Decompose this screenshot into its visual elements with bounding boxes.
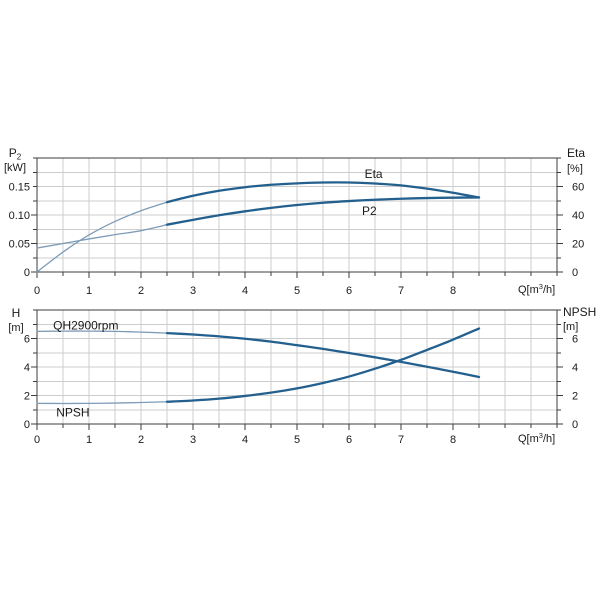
qh2900rpm-curve-thin bbox=[36, 330, 168, 334]
right-axis-title: NPSH bbox=[563, 305, 596, 319]
x-tick-label: 7 bbox=[398, 434, 404, 446]
y-right-tick-label: 0 bbox=[572, 267, 578, 279]
x-tick-label: 0 bbox=[34, 285, 40, 297]
y-left-tick-label: 0.10 bbox=[9, 210, 30, 222]
x-tick-label: 8 bbox=[450, 285, 456, 297]
p2-curve-label: P2 bbox=[362, 204, 377, 218]
right-axis-unit: [m] bbox=[563, 321, 578, 333]
y-right-tick-label: 0 bbox=[572, 419, 578, 431]
y-left-tick-label: 0.05 bbox=[9, 239, 30, 251]
chart-p2-eta: 0 1 2 3 4 5 6 7 800.050.100.150204060Q[m3/h]P2[k… bbox=[4, 146, 585, 297]
x-tick-label: 3 bbox=[190, 434, 196, 446]
right-axis-unit: [%] bbox=[567, 163, 583, 175]
y-right-tick-label: 6 bbox=[572, 334, 578, 346]
x-tick-label: 0 bbox=[34, 434, 40, 446]
right-axis-title: Eta bbox=[567, 146, 585, 160]
grid bbox=[37, 310, 557, 424]
x-tick-label: 4 bbox=[242, 285, 248, 297]
x-tick-label: 3 bbox=[190, 285, 196, 297]
y-left-tick-label: 4 bbox=[24, 362, 30, 374]
axis-ticks bbox=[31, 157, 563, 278]
x-tick-label: 8 bbox=[450, 434, 456, 446]
x-tick-label: 1 bbox=[86, 285, 92, 297]
grid bbox=[37, 158, 557, 272]
y-left-tick-label: 6 bbox=[24, 334, 30, 346]
npsh-curve bbox=[165, 327, 481, 403]
npsh-curve-thin bbox=[36, 401, 168, 405]
x-tick-label: 5 bbox=[294, 434, 300, 446]
y-right-tick-label: 2 bbox=[572, 391, 578, 403]
x-axis-unit-label: Q[m3/h] bbox=[518, 282, 555, 296]
eta-curve bbox=[165, 181, 481, 204]
x-tick-label: 1 bbox=[86, 434, 92, 446]
x-tick-label: 6 bbox=[346, 434, 352, 446]
eta-curve-thin bbox=[36, 201, 168, 273]
x-tick-label: 6 bbox=[346, 285, 352, 297]
y-right-tick-label: 4 bbox=[572, 362, 578, 374]
qh2900rpm-curve bbox=[165, 331, 481, 379]
x-tick-label: 4 bbox=[242, 434, 248, 446]
y-right-tick-label: 20 bbox=[572, 239, 584, 251]
left-axis-title: P2 bbox=[9, 146, 22, 162]
x-tick-label: 7 bbox=[398, 285, 404, 297]
left-axis-unit: [kW] bbox=[4, 162, 26, 174]
axis-ticks bbox=[31, 309, 563, 430]
x-axis-unit-label: Q[m3/h] bbox=[518, 431, 555, 445]
y-left-tick-label: 2 bbox=[24, 391, 30, 403]
p2-curve bbox=[165, 196, 481, 226]
y-right-tick-label: 60 bbox=[572, 182, 584, 194]
eta-curve-label: Eta bbox=[365, 167, 383, 181]
x-tick-label: 5 bbox=[294, 285, 300, 297]
y-left-tick-label: 0 bbox=[24, 267, 30, 279]
left-axis-unit: [m] bbox=[8, 322, 23, 334]
p2-curve-thin bbox=[36, 224, 168, 249]
x-tick-label: 2 bbox=[138, 434, 144, 446]
y-left-tick-label: 0.15 bbox=[9, 182, 30, 194]
qh2900rpm-curve-label: QH2900rpm bbox=[53, 319, 118, 333]
x-tick-label: 2 bbox=[138, 285, 144, 297]
chart-qh-npsh: 0 1 2 3 4 5 6 7 8 0 2 4 6 0 2 4 6 Q[m3/h] H [m] NPSH [m] QH290… bbox=[8, 305, 596, 446]
y-right-tick-label: 40 bbox=[572, 210, 584, 222]
npsh-curve-label: NPSH bbox=[56, 406, 89, 420]
y-left-tick-label: 0 bbox=[24, 419, 30, 431]
left-axis-title: H bbox=[12, 306, 21, 320]
